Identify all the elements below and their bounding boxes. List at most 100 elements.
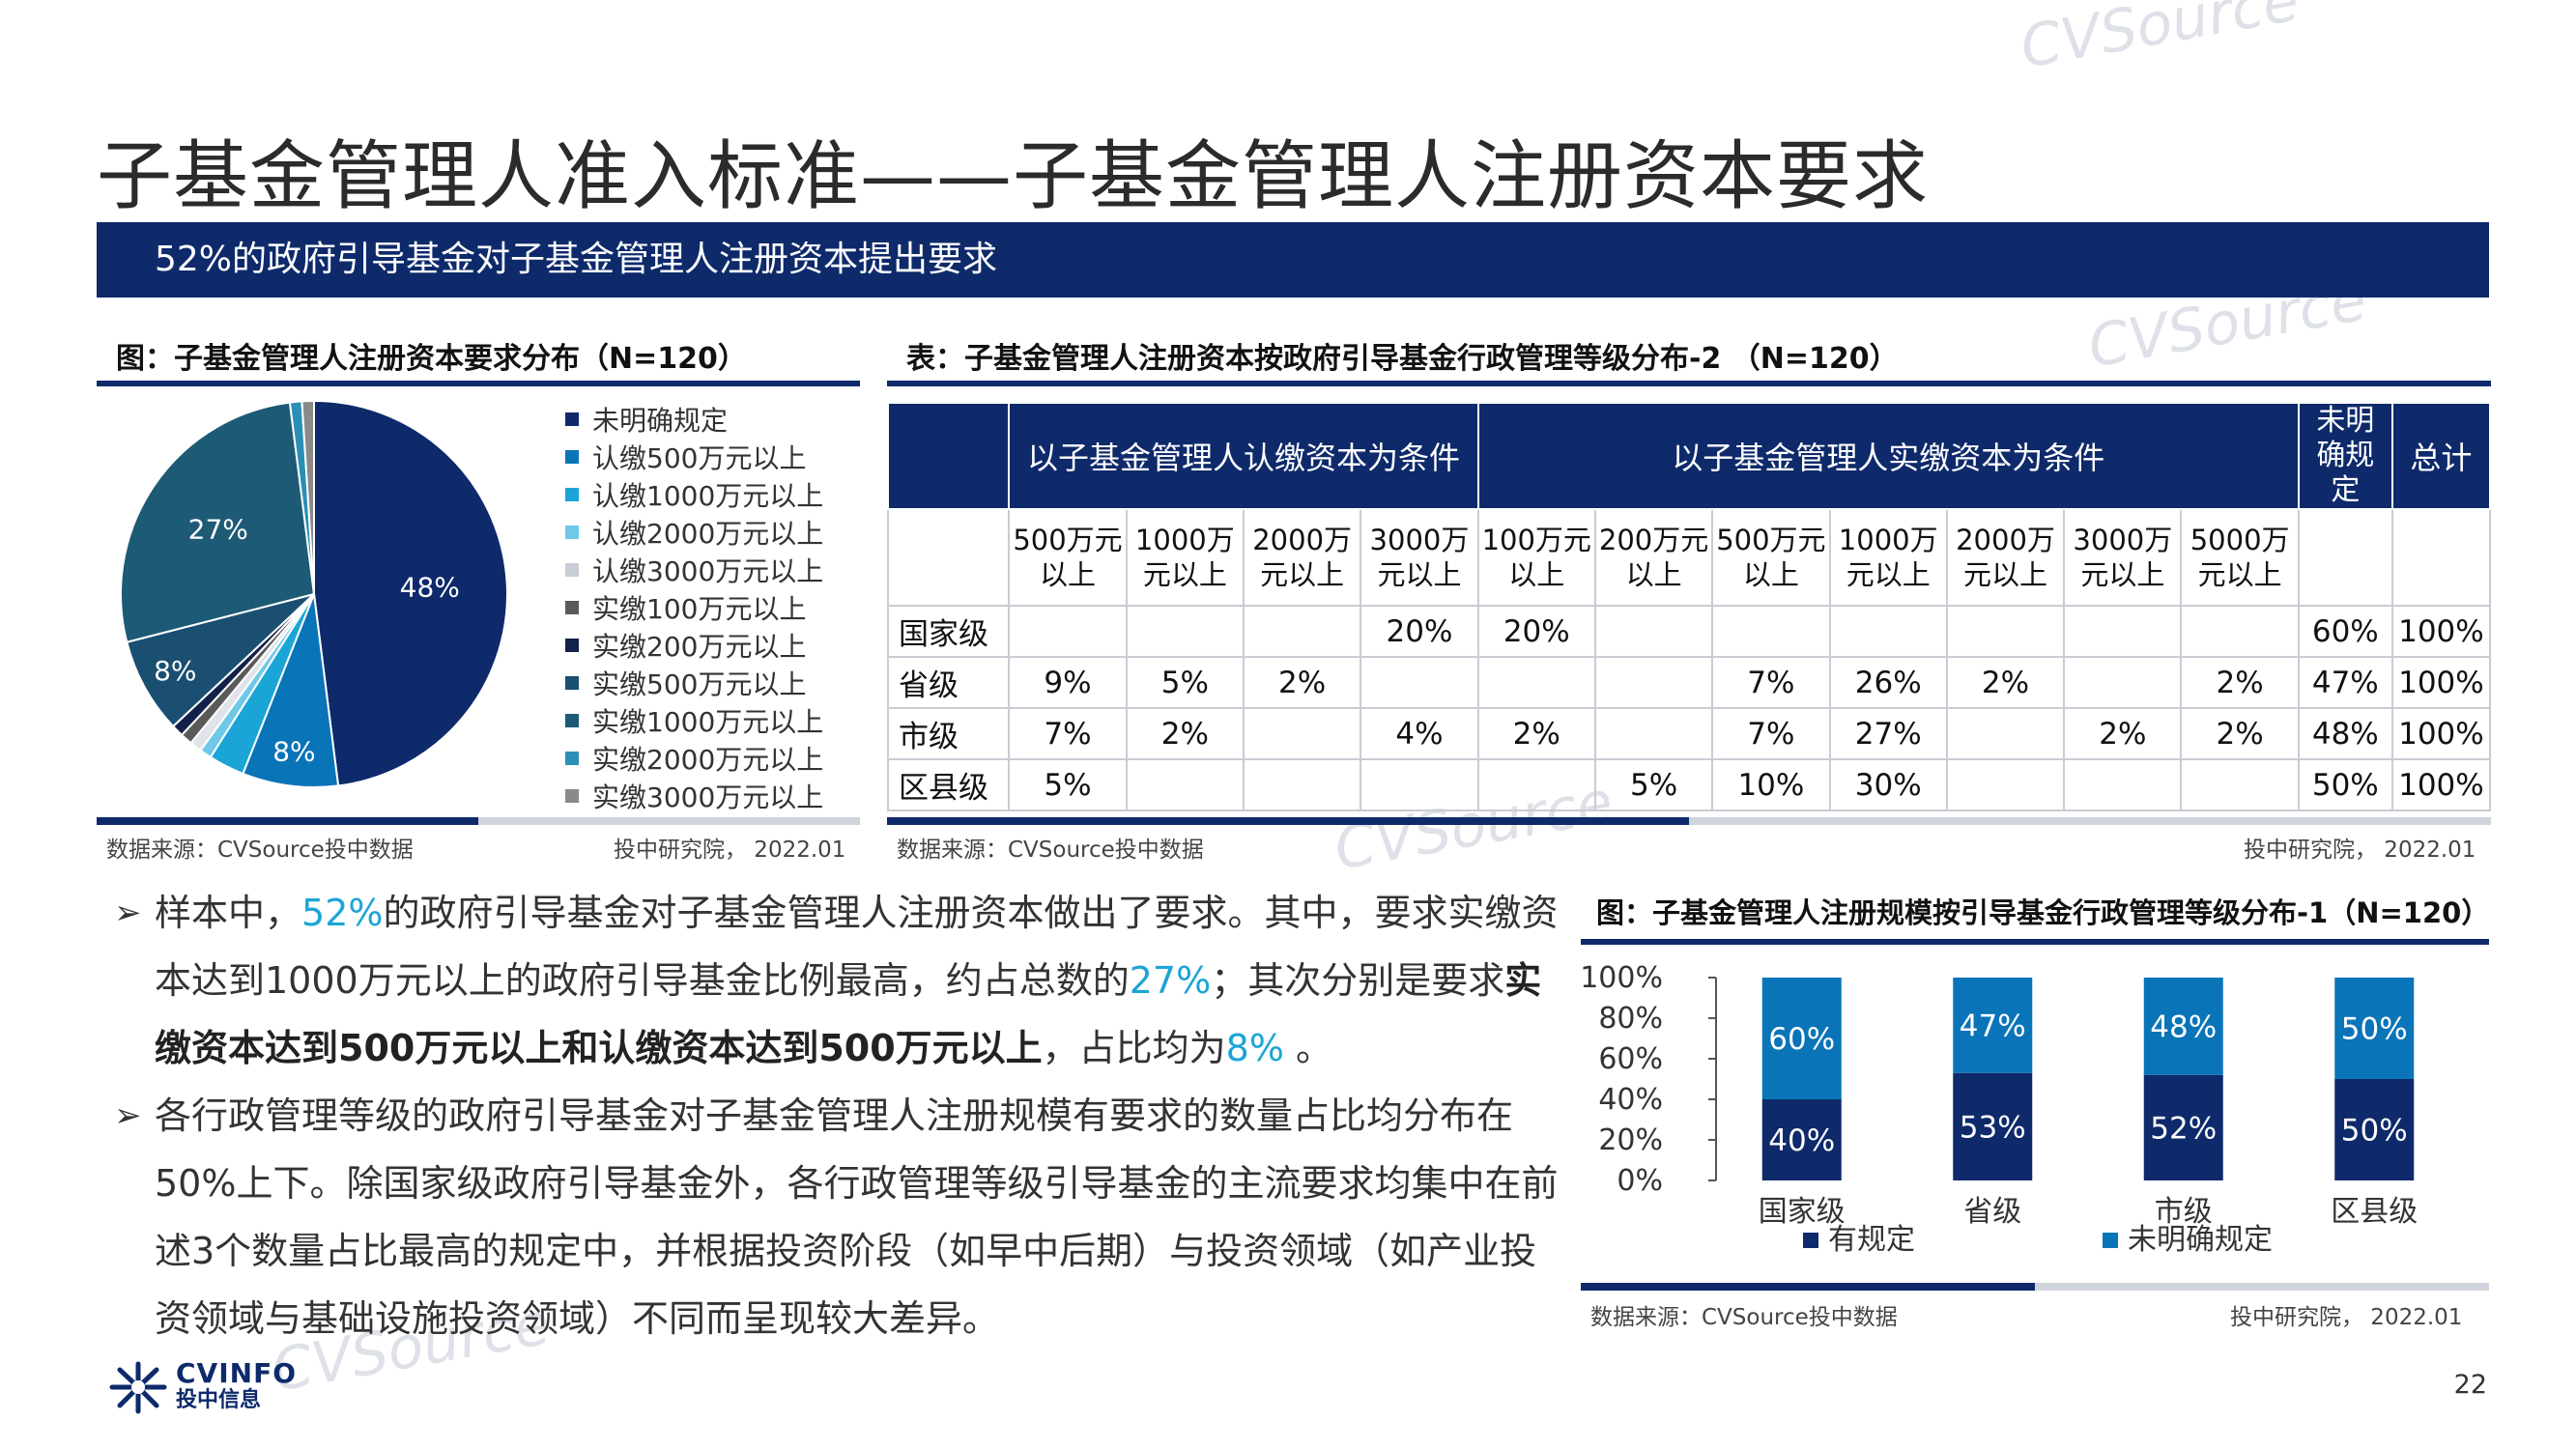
legend-swatch	[565, 713, 579, 727]
bar-segment	[1953, 1072, 2033, 1180]
legend-item: 实缴100万元以上	[565, 588, 823, 626]
legend-label: 实缴200万元以上	[592, 630, 807, 663]
subheader-line: 5000万	[2190, 524, 2290, 556]
subheader-line: 500万元	[1716, 524, 1826, 556]
bar-segment	[2334, 1079, 2415, 1180]
table-cell: 2%	[1945, 656, 2066, 709]
bullet-text: 各行政管理等级的政府引导基金对子基金管理人注册规模有要求的数量占比均分布在50%…	[155, 1094, 1559, 1340]
legend-item: 实缴2000万元以上	[565, 739, 823, 777]
table-cell: 2%	[2180, 656, 2300, 709]
divider	[1581, 1283, 2489, 1291]
legend-label: 实缴500万元以上	[592, 668, 807, 700]
bar-data-label: 60%	[1768, 1022, 1835, 1057]
table-cell: 60%	[2297, 605, 2393, 658]
legend-label: 有规定	[1828, 1223, 1915, 1257]
table-cell: 2%	[1125, 707, 1245, 760]
data-credit: 投中研究院， 2022.01	[2230, 1305, 2463, 1330]
divider	[97, 817, 478, 825]
x-tick-label: 国家级	[1759, 1195, 1846, 1229]
data-credit: 投中研究院， 2022.01	[2244, 838, 2476, 863]
subheader-line: 元以上	[1142, 558, 1227, 591]
subheader-line: 3000万	[1369, 524, 1470, 556]
table-cell	[1945, 707, 2066, 760]
legend-label: 认缴500万元以上	[592, 441, 807, 474]
table-cell: 2%	[2063, 707, 2183, 760]
legend-label: 实缴1000万元以上	[592, 705, 824, 738]
bar-chart-title: 图：子基金管理人注册规模按引导基金行政管理等级分布-1（N=120）	[1596, 896, 2490, 929]
table-subheader: 1000万 元以上	[1125, 508, 1245, 607]
table-cell	[1242, 758, 1362, 811]
pie-slice	[313, 399, 508, 787]
bar-segment	[2143, 1074, 2223, 1180]
highlight-value: 27%	[1129, 959, 1212, 1002]
legend-swatch	[565, 675, 579, 690]
arrow-bullet-icon: ➢	[114, 1096, 142, 1135]
subheader-line: 2000万	[1252, 524, 1353, 556]
bullet-text: 样本中，	[155, 892, 302, 934]
bar-data-label: 52%	[2150, 1111, 2217, 1146]
table-cell	[1125, 758, 1245, 811]
legend-swatch	[1803, 1233, 1818, 1248]
table-cell	[2063, 758, 2183, 811]
table-subheader: 200万元 以上	[1593, 508, 1714, 607]
table-row: 区县级 5% 5% 10% 30% 50% 100%	[886, 758, 2492, 811]
divider	[1581, 1283, 2035, 1291]
highlight-value: 8%	[1225, 1027, 1284, 1069]
table-cell	[1476, 758, 1596, 811]
bar-chart: 100% 80% 60% 40% 20% 0% 40% 60% 国家级 53% 47% 省级 52% 48…	[1581, 961, 2418, 1257]
subheader-line: 2000万	[1956, 524, 2055, 556]
subheader-line: 200万元	[1598, 524, 1709, 556]
subheader-line: 元以上	[1963, 558, 2048, 591]
bar-data-label: 47%	[1960, 1009, 2026, 1043]
legend-swatch	[565, 562, 579, 577]
legend-swatch	[565, 487, 579, 501]
table-cell	[1360, 758, 1479, 811]
table-cell: 4%	[1360, 707, 1479, 760]
table-cell: 100%	[2390, 605, 2492, 658]
table-cell: 7%	[1008, 707, 1128, 760]
subheader-line: 以上	[1508, 558, 1565, 591]
bullet-item: ➢ 各行政管理等级的政府引导基金对子基金管理人注册规模有要求的数量占比均分布在50…	[114, 1082, 1563, 1352]
y-tick-label: 100%	[1581, 961, 1663, 995]
table-cell	[1242, 707, 1362, 760]
legend-label: 实缴3000万元以上	[592, 781, 824, 813]
subheader-line: 以上	[1742, 558, 1799, 591]
y-tick-label: 0%	[1617, 1164, 1663, 1198]
legend-label: 未明确规定	[592, 404, 729, 437]
table-cell: 100%	[2390, 707, 2492, 760]
bar-data-label: 48%	[2150, 1009, 2217, 1044]
logo-text: CVINFO	[176, 1357, 297, 1389]
y-tick-label: 20%	[1598, 1123, 1663, 1157]
logo-burst-icon	[109, 1361, 167, 1414]
legend-item: 认缴1000万元以上	[565, 475, 823, 513]
watermark: CVSource	[2016, 0, 2304, 82]
table-row-header: 区县级	[886, 758, 1011, 811]
divider	[887, 381, 2491, 386]
subheader-line: 以上	[1040, 558, 1097, 591]
page-number: 22	[2453, 1370, 2487, 1400]
pie-slice	[301, 399, 315, 595]
legend-label: 实缴100万元以上	[592, 592, 807, 625]
data-source: 数据来源：CVSource投中数据	[897, 838, 1204, 863]
legend-item: 实缴200万元以上	[565, 626, 823, 664]
table-cell	[1593, 605, 1714, 658]
table-cell: 5%	[1008, 758, 1128, 811]
divider	[97, 817, 860, 825]
table-row-header: 市级	[886, 707, 1011, 760]
table-subheader: 2000万 元以上	[1242, 508, 1362, 607]
table-row: 市级 7% 2% 4% 2% 7% 27% 2% 2% 48% 100%	[886, 707, 2492, 760]
pie-legend: 未明确规定 认缴500万元以上 认缴1000万元以上 认缴2000万元以上 认缴3000…	[565, 400, 823, 814]
table-cell: 100%	[2390, 656, 2492, 709]
table-cell: 48%	[2297, 707, 2393, 760]
legend-item: 实缴3000万元以上	[565, 777, 823, 814]
page-title: 子基金管理人准入标准——子基金管理人注册资本要求	[97, 133, 1930, 220]
bullet-text: ，占比均为	[1042, 1027, 1226, 1069]
table-cell: 50%	[2297, 758, 2393, 811]
table-title: 表：子基金管理人注册资本按政府引导基金行政管理等级分布-2 （N=120）	[906, 342, 1899, 376]
legend-item: 认缴2000万元以上	[565, 513, 823, 551]
y-tick-label: 80%	[1598, 1002, 1663, 1036]
table-cell	[1945, 605, 2066, 658]
table-cell: 26%	[1828, 656, 1948, 709]
table-cell	[2063, 605, 2183, 658]
bullet-text: 的政府引导基金对子基金管理人注册资本做出了要求。其中，要求实缴资本达到1000万…	[155, 892, 1559, 1002]
